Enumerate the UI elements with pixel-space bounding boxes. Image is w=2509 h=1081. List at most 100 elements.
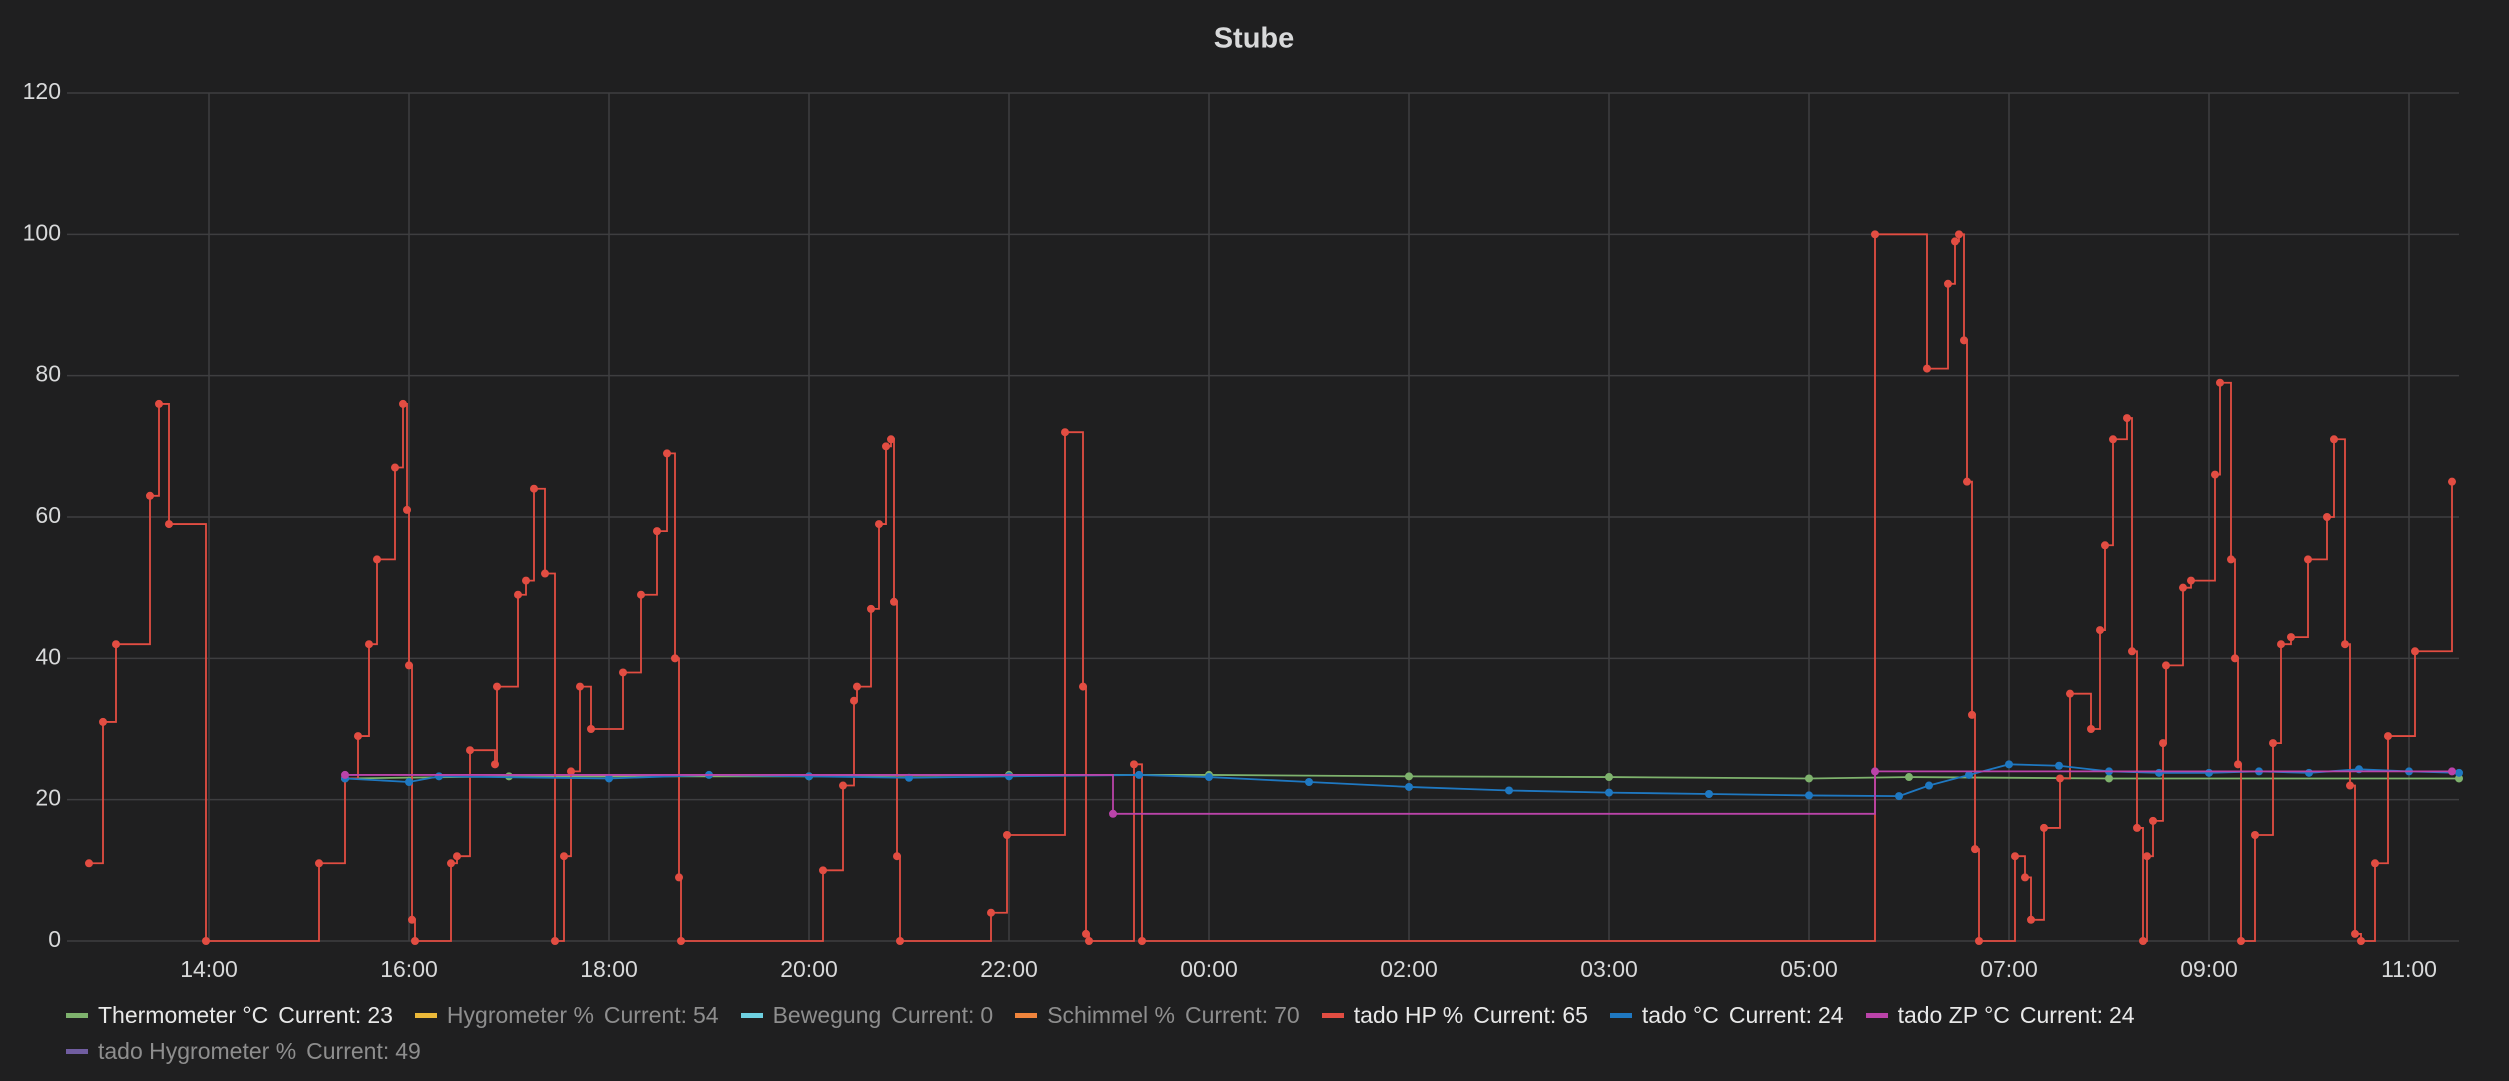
y-tick-label: 80 xyxy=(35,361,61,387)
data-point xyxy=(1605,788,1613,797)
data-point xyxy=(341,770,349,779)
legend-current-value: 49 xyxy=(395,1038,421,1064)
legend-item[interactable]: tado HP % Current: 65 xyxy=(1321,1000,1588,1030)
legend-current-value: 23 xyxy=(367,1002,393,1028)
y-tick-label: 120 xyxy=(23,78,61,104)
legend-current-value: 24 xyxy=(1817,1002,1844,1028)
data-point xyxy=(576,682,584,691)
data-point xyxy=(2040,823,2048,832)
data-point xyxy=(2101,541,2109,550)
x-tick-label: 05:00 xyxy=(1780,956,1838,982)
data-point xyxy=(819,866,827,875)
data-point xyxy=(112,640,120,649)
data-point xyxy=(587,725,595,733)
data-point xyxy=(1971,845,1979,854)
data-point xyxy=(2269,739,2277,748)
chart: Stube 0 20 40 60 80 100 120 14:00 16:00 18:00 20:0… xyxy=(23,23,2463,982)
data-point xyxy=(2237,937,2245,945)
legend-item[interactable]: Schimmel % Current: 70 xyxy=(1015,1000,1300,1030)
data-point xyxy=(2357,937,2365,945)
data-point xyxy=(2205,768,2213,777)
x-tick-label: 11:00 xyxy=(2381,956,2437,982)
data-point xyxy=(403,505,411,514)
data-point xyxy=(1895,792,1903,801)
data-point xyxy=(1005,772,1013,781)
data-point xyxy=(2187,576,2195,585)
data-point xyxy=(2216,378,2224,387)
data-point xyxy=(2128,647,2136,656)
data-point xyxy=(896,937,904,945)
data-point xyxy=(1505,786,1513,795)
data-point xyxy=(2027,915,2035,924)
data-point xyxy=(2305,768,2313,777)
y-tick-label: 60 xyxy=(35,502,61,528)
legend-swatch xyxy=(1015,1012,1038,1018)
legend-current-value: 54 xyxy=(693,1002,719,1028)
legend: Thermometer °C Current: 23 Hygrometer % Curr… xyxy=(66,1000,2426,1066)
data-point xyxy=(2109,435,2117,444)
x-tick-label: 07:00 xyxy=(1980,956,2038,982)
data-point xyxy=(839,781,847,790)
data-point xyxy=(1905,773,1913,782)
data-point xyxy=(893,852,901,861)
data-point xyxy=(890,597,898,606)
legend-name: Hygrometer % xyxy=(446,1002,594,1028)
data-point xyxy=(1805,791,1813,800)
data-point xyxy=(2159,739,2167,748)
data-point xyxy=(1205,773,1213,782)
legend-current-value: 70 xyxy=(1274,1002,1300,1028)
legend-item[interactable]: Hygrometer % Current: 54 xyxy=(414,1000,719,1030)
data-point xyxy=(675,873,683,882)
legend-item[interactable]: tado Hygrometer % Current: 49 xyxy=(66,1036,421,1066)
data-point xyxy=(2341,640,2349,649)
data-point xyxy=(2251,831,2259,839)
data-point xyxy=(466,746,474,755)
legend-item[interactable]: Bewegung Current: 0 xyxy=(740,1000,993,1030)
legend-name: Bewegung xyxy=(772,1002,882,1028)
y-tick-label: 20 xyxy=(35,785,61,811)
legend-item[interactable]: tado ZP °C Current: 24 xyxy=(1865,1000,2135,1030)
data-point xyxy=(2105,774,2113,783)
x-tick-label: 20:00 xyxy=(780,956,838,982)
data-point xyxy=(567,767,575,776)
data-point xyxy=(435,772,443,781)
data-point xyxy=(2123,414,2131,423)
data-point xyxy=(671,654,679,663)
data-point xyxy=(405,661,413,670)
series-line xyxy=(345,770,2452,815)
data-point xyxy=(2330,435,2338,444)
data-point xyxy=(1305,778,1313,786)
series-line xyxy=(344,763,2460,798)
x-tick-label: 02:00 xyxy=(1380,956,1438,982)
data-point xyxy=(1923,364,1931,373)
data-point xyxy=(1405,782,1413,791)
data-point xyxy=(85,859,93,868)
data-point xyxy=(637,590,645,599)
data-point xyxy=(867,604,875,613)
data-point xyxy=(1003,831,1011,839)
data-point xyxy=(1963,477,1971,486)
data-point xyxy=(2179,583,2187,592)
x-tick-label: 14:00 xyxy=(180,956,238,982)
data-point xyxy=(1955,230,1963,239)
data-point xyxy=(2351,929,2359,938)
data-point xyxy=(2096,626,2104,635)
legend-name: Schimmel % xyxy=(1047,1002,1175,1028)
data-point xyxy=(514,590,522,599)
legend-current-label: Current: xyxy=(306,1038,390,1064)
data-point xyxy=(447,859,455,868)
data-point xyxy=(2448,767,2456,776)
legend-swatch xyxy=(66,1048,88,1054)
legend-name: tado Hygrometer % xyxy=(98,1038,297,1064)
legend-item[interactable]: Thermometer °C Current: 23 xyxy=(66,1000,393,1030)
data-point xyxy=(2005,760,2013,769)
legend-item[interactable]: tado °C Current: 24 xyxy=(1609,1000,1844,1030)
data-point xyxy=(2162,661,2170,670)
data-point xyxy=(1705,790,1713,799)
data-point xyxy=(541,569,549,578)
legend-current-label: Current: xyxy=(1185,1002,1269,1028)
data-point xyxy=(887,435,895,444)
data-point xyxy=(146,491,154,500)
data-point xyxy=(365,640,373,649)
data-point xyxy=(1130,760,1138,769)
